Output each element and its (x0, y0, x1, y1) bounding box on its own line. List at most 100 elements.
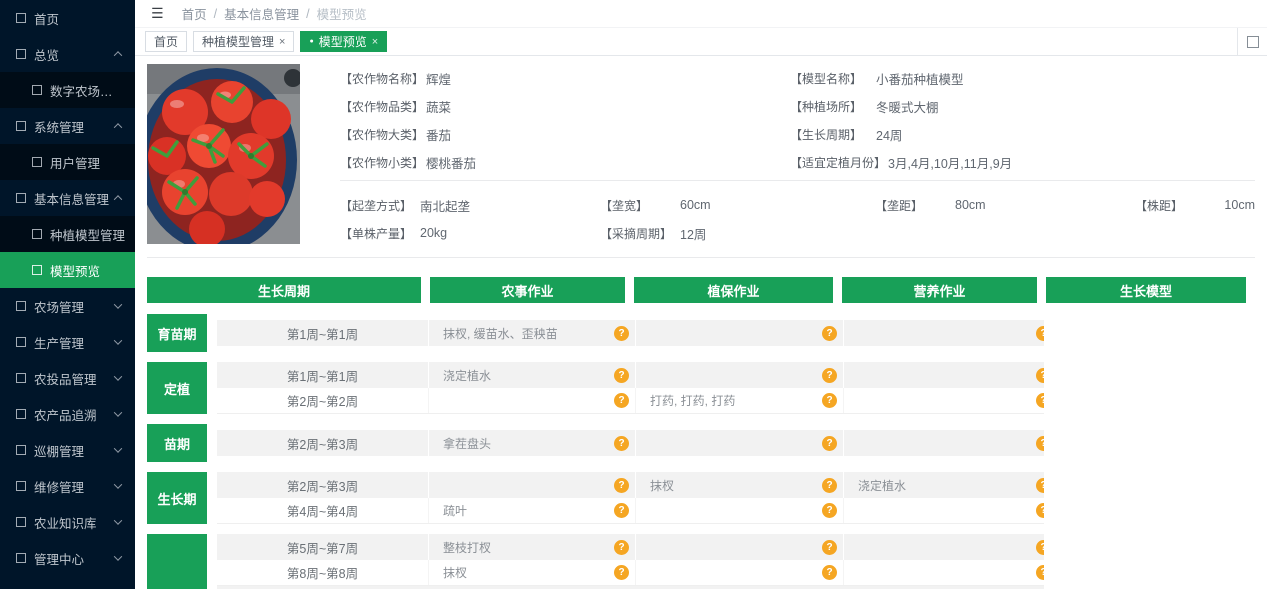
growth-table-body: 育苗期 第1周~第1周 抹杈, 缓苗水、歪秧苗? ? ? 定植 (147, 314, 1255, 589)
crop-photo (147, 64, 300, 244)
menu-icon (16, 517, 26, 527)
sidebar-item-label: 模型预览 (50, 264, 101, 279)
menu-icon (16, 121, 26, 131)
field-label: 【农作物大类】 (340, 127, 425, 142)
sidebar-item-digital-farm-cloud-platform[interactable]: 数字农场云平台 (0, 72, 135, 108)
stage-label: 生长期 (147, 472, 207, 524)
sidebar-item-planting-model-management[interactable]: 种植模型管理 (0, 216, 135, 252)
sidebar-item-agri-input-management[interactable]: 农投品管理 (0, 360, 135, 396)
help-icon[interactable]: ? (614, 477, 629, 493)
menu-icon (32, 229, 42, 239)
sidebar-item-agri-knowledge-base[interactable]: 农业知识库 (0, 504, 135, 540)
model-preview-content: 【农作物名称】 辉煌 【农作物品类】 蔬菜 【农作物大类】 番茄 【农作物小类】 樱桃番… (135, 56, 1267, 589)
help-icon[interactable]: ? (614, 325, 629, 341)
sidebar-item-basic-info-management[interactable]: 基本信息管理 (0, 180, 135, 216)
menu-icon (16, 445, 26, 455)
menu-icon (16, 49, 26, 59)
active-dot-icon: ● (309, 38, 314, 45)
col-header-growth-model: 生长模型 (1046, 277, 1246, 303)
tab-label: 种植模型管理 (202, 35, 275, 49)
crop-subclass-value: 樱桃番茄 (426, 156, 477, 171)
sidebar-item-maintenance-management[interactable]: 维修管理 (0, 468, 135, 504)
menu-icon (16, 373, 26, 383)
harvest-cycle-value: 12周 (680, 227, 707, 242)
planting-months-value: 3月,4月,10月,11月,9月 (888, 156, 1013, 171)
menu-icon (16, 301, 26, 311)
period-cell: 第8周~第8周 (217, 560, 429, 585)
help-icon[interactable]: ? (614, 435, 629, 451)
menu-icon (16, 409, 26, 419)
breadcrumb-separator: / (306, 6, 310, 21)
help-icon[interactable]: ? (822, 565, 837, 580)
help-icon[interactable]: ? (1036, 393, 1044, 408)
crop-info-panel: 【农作物名称】 辉煌 【农作物品类】 蔬菜 【农作物大类】 番茄 【农作物小类】 樱桃番… (340, 60, 1255, 176)
farm-work-text: 整枝打杈 (443, 540, 492, 555)
sidebar-item-label: 系统管理 (34, 120, 85, 135)
field-label: 【适宜定植月份】 (790, 155, 887, 170)
tab-list-icon (1246, 35, 1259, 48)
farm-work-text: 疏叶 (443, 504, 468, 518)
menu-icon (16, 553, 26, 563)
help-icon[interactable]: ? (614, 539, 629, 555)
sidebar-item-label: 农投品管理 (34, 372, 97, 387)
ridge-spacing-value: 80cm (955, 198, 986, 212)
plant-protection-text: 打药, 打药, 打药 (650, 394, 736, 408)
help-icon[interactable]: ? (1036, 565, 1044, 580)
help-icon[interactable]: ? (822, 435, 837, 451)
help-icon[interactable]: ? (614, 367, 629, 383)
sidebar-item-model-preview[interactable]: 模型预览 (0, 252, 135, 288)
breadcrumb-bar: ☰ 首页 / 基本信息管理 / 模型预览 (135, 0, 1267, 28)
table-row: 第1周~第1周 抹杈, 缓苗水、歪秧苗? ? ? (217, 320, 1044, 346)
help-icon[interactable]: ? (822, 503, 837, 518)
help-icon[interactable]: ? (822, 477, 837, 493)
help-icon[interactable]: ? (614, 503, 629, 518)
sidebar-item-management-center[interactable]: 管理中心 (0, 540, 135, 576)
help-icon[interactable]: ? (1036, 477, 1044, 493)
period-cell: 第4周~第4周 (217, 498, 429, 523)
sidebar-item-home[interactable]: 首页 (0, 0, 135, 36)
help-icon[interactable]: ? (822, 367, 837, 383)
growth-table-header: 生长周期 农事作业 植保作业 营养作业 生长模型 (147, 277, 1255, 303)
table-row: 第5周~第7周 整枝打杈? ? ? (217, 534, 1044, 560)
sidebar-item-system-management[interactable]: 系统管理 (0, 108, 135, 144)
sidebar-item-produce-traceability[interactable]: 农产品追溯 (0, 396, 135, 432)
plant-spacing-value: 10cm (1224, 198, 1255, 212)
chevron-down-icon (113, 336, 123, 345)
sidebar-item-label: 生产管理 (34, 336, 85, 351)
collapse-menu-icon[interactable]: ☰ (151, 5, 164, 21)
tab-options-button[interactable] (1237, 27, 1267, 56)
sidebar-item-overview[interactable]: 总览 (0, 36, 135, 72)
breadcrumb-home[interactable]: 首页 (181, 8, 207, 22)
help-icon[interactable]: ? (822, 539, 837, 555)
chevron-up-icon (113, 51, 123, 60)
field-label: 【生长周期】 (790, 127, 863, 142)
help-icon[interactable]: ? (614, 393, 629, 408)
table-row: 第8周~第8周 抹杈? ? ? (217, 560, 1044, 586)
sidebar-item-label: 农场管理 (34, 300, 85, 315)
table-row: 第2周~第3周 ? 抹杈? 浇定植水? (217, 472, 1044, 498)
tab-model-preview[interactable]: ● 模型预览 × (300, 31, 388, 52)
help-icon[interactable]: ? (822, 325, 837, 341)
stage-group-next: 第5周~第7周 整枝打杈? ? ? 第8周~第8周 抹杈? ? ? (147, 534, 1255, 589)
tab-planting-model-management[interactable]: 种植模型管理 × (193, 31, 295, 52)
sidebar-item-production-management[interactable]: 生产管理 (0, 324, 135, 360)
help-icon[interactable]: ? (1036, 325, 1044, 341)
help-icon[interactable]: ? (1036, 435, 1044, 451)
farm-work-text: 抹杈 (443, 566, 468, 580)
close-icon[interactable]: × (371, 35, 379, 48)
breadcrumb-basic-info[interactable]: 基本信息管理 (224, 8, 300, 22)
tab-home[interactable]: 首页 (145, 31, 188, 52)
sidebar-item-farm-management[interactable]: 农场管理 (0, 288, 135, 324)
help-icon[interactable]: ? (1036, 367, 1044, 383)
help-icon[interactable]: ? (1036, 503, 1044, 518)
sidebar-item-greenhouse-patrol[interactable]: 巡棚管理 (0, 432, 135, 468)
sidebar-item-user-management[interactable]: 用户管理 (0, 144, 135, 180)
crop-class-value: 番茄 (426, 128, 452, 143)
stage-group-seedling: 苗期 第2周~第3周 拿茬盘头? ? ? (147, 424, 1255, 462)
sidebar-item-label: 总览 (34, 48, 60, 63)
close-icon[interactable]: × (279, 35, 286, 48)
divider (147, 257, 1255, 258)
help-icon[interactable]: ? (1036, 539, 1044, 555)
help-icon[interactable]: ? (822, 393, 837, 408)
help-icon[interactable]: ? (614, 565, 629, 580)
